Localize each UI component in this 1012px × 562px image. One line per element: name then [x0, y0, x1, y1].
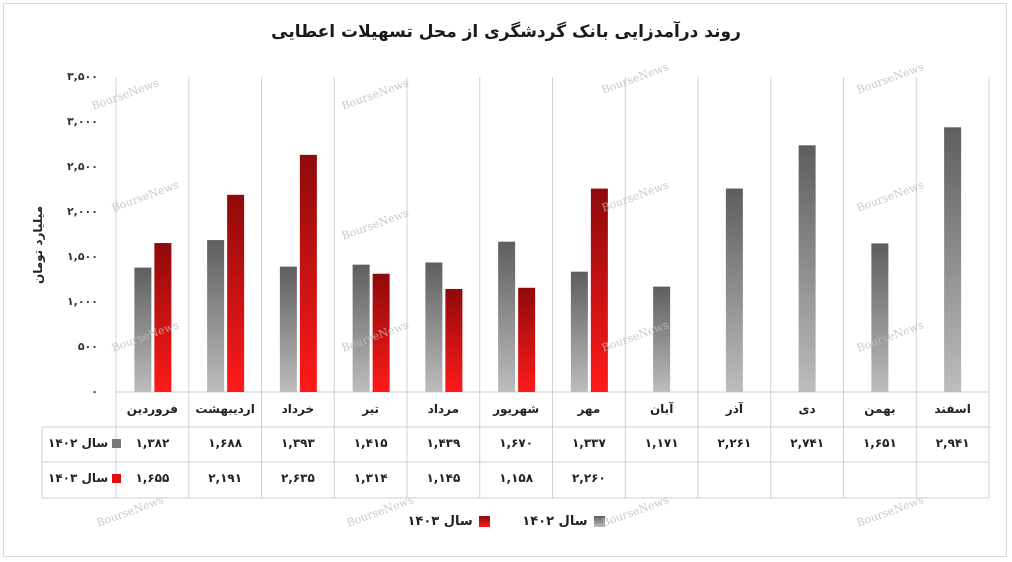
bar-1402 [207, 240, 225, 392]
chart-title: روند درآمدزایی بانک گردشگری از محل تسهیل… [271, 22, 741, 42]
x-tick-label: مهر [577, 402, 601, 416]
table-cell-1403: ۱,۱۴۵ [426, 471, 461, 485]
table-cell-1402: ۱,۶۷۰ [499, 436, 534, 450]
bar-1402 [279, 266, 297, 392]
legend-label-1403: سال ۱۴۰۳ [407, 514, 473, 529]
legend-swatch-1403 [478, 516, 490, 527]
table-cell-1402: ۱,۶۸۸ [208, 436, 243, 450]
y-tick-label: ۲,۵۰۰ [66, 160, 98, 173]
x-tick-label: شهریور [493, 402, 540, 416]
bar-1403 [372, 273, 390, 392]
table-cell-1403: ۱,۳۱۴ [353, 471, 388, 485]
legend: سال ۱۴۰۳ سال ۱۴۰۲ [0, 514, 1012, 529]
x-tick-label: مرداد [427, 402, 460, 416]
legend-item-1402: سال ۱۴۰۲ [522, 514, 605, 529]
bar-1402 [653, 286, 671, 392]
row-swatch [112, 474, 122, 483]
x-tick-label: اسفند [934, 402, 971, 416]
table-rowhead-1403: سال ۱۴۰۳ [48, 471, 122, 485]
bar-1403 [227, 194, 245, 392]
table-cell-1402: ۱,۴۳۹ [426, 436, 461, 450]
table-cell-1402: ۱,۳۳۷ [571, 436, 606, 450]
y-tick-label: ۱,۰۰۰ [66, 295, 98, 308]
x-tick-label: دی [798, 402, 816, 416]
bar-1402 [425, 262, 443, 392]
bar-1403 [445, 288, 463, 392]
table-cell-1402: ۱,۴۱۵ [353, 436, 388, 450]
x-tick-label: بهمن [864, 402, 896, 416]
table-cell-1402: ۱,۶۵۱ [862, 436, 897, 450]
x-tick-label: خرداد [281, 402, 315, 416]
table-cell-1402: ۱,۳۸۲ [135, 436, 170, 450]
x-tick-label: تیر [362, 402, 380, 416]
y-tick-label: ۰ [91, 385, 98, 398]
table-rowhead-1402: سال ۱۴۰۲ [48, 436, 122, 450]
bar-1402 [498, 241, 516, 392]
table-cell-1402: ۲,۹۴۱ [935, 436, 970, 450]
bar-1402 [570, 271, 588, 392]
y-tick-label: ۱,۵۰۰ [66, 250, 98, 263]
table-cell-1402: ۲,۷۴۱ [790, 436, 825, 450]
table-cell-1403: ۱,۶۵۵ [135, 471, 170, 485]
legend-item-1403: سال ۱۴۰۳ [408, 514, 490, 529]
bar-1403 [299, 154, 317, 392]
y-tick-label: ۲,۰۰۰ [66, 205, 98, 218]
row-label: سال ۱۴۰۲ [48, 436, 109, 450]
bar-1402 [352, 264, 370, 392]
bar-1402 [725, 188, 743, 392]
x-tick-label: فروردین [126, 402, 178, 416]
x-tick-label: آبان [649, 402, 674, 416]
table-cell-1403: ۲,۱۹۱ [208, 471, 243, 485]
table-cell-1403: ۲,۲۶۰ [571, 471, 606, 485]
table-cell-1402: ۲,۲۶۱ [717, 436, 752, 450]
row-swatch [112, 439, 122, 448]
y-tick-label: ۵۰۰ [77, 340, 98, 353]
y-tick-label: ۳,۵۰۰ [66, 70, 98, 83]
legend-swatch-1402 [593, 516, 605, 527]
bar-1403 [590, 188, 608, 392]
y-tick-label: ۳,۰۰۰ [66, 115, 98, 128]
bar-1402 [134, 267, 152, 392]
bar-1403 [518, 287, 536, 392]
bar-1402 [944, 127, 962, 392]
bar-1402 [871, 243, 889, 392]
table-cell-1403: ۲,۶۳۵ [280, 471, 315, 485]
x-tick-label: آذر [725, 402, 743, 416]
table-cell-1402: ۱,۱۷۱ [644, 436, 679, 450]
x-tick-label: اردیبهشت [195, 402, 255, 416]
legend-label-1402: سال ۱۴۰۲ [522, 514, 588, 529]
row-label: سال ۱۴۰۳ [48, 471, 109, 485]
bar-1403 [154, 243, 172, 392]
table-cell-1402: ۱,۳۹۳ [280, 436, 315, 450]
table-cell-1403: ۱,۱۵۸ [499, 471, 534, 485]
bar-1402 [798, 145, 816, 392]
